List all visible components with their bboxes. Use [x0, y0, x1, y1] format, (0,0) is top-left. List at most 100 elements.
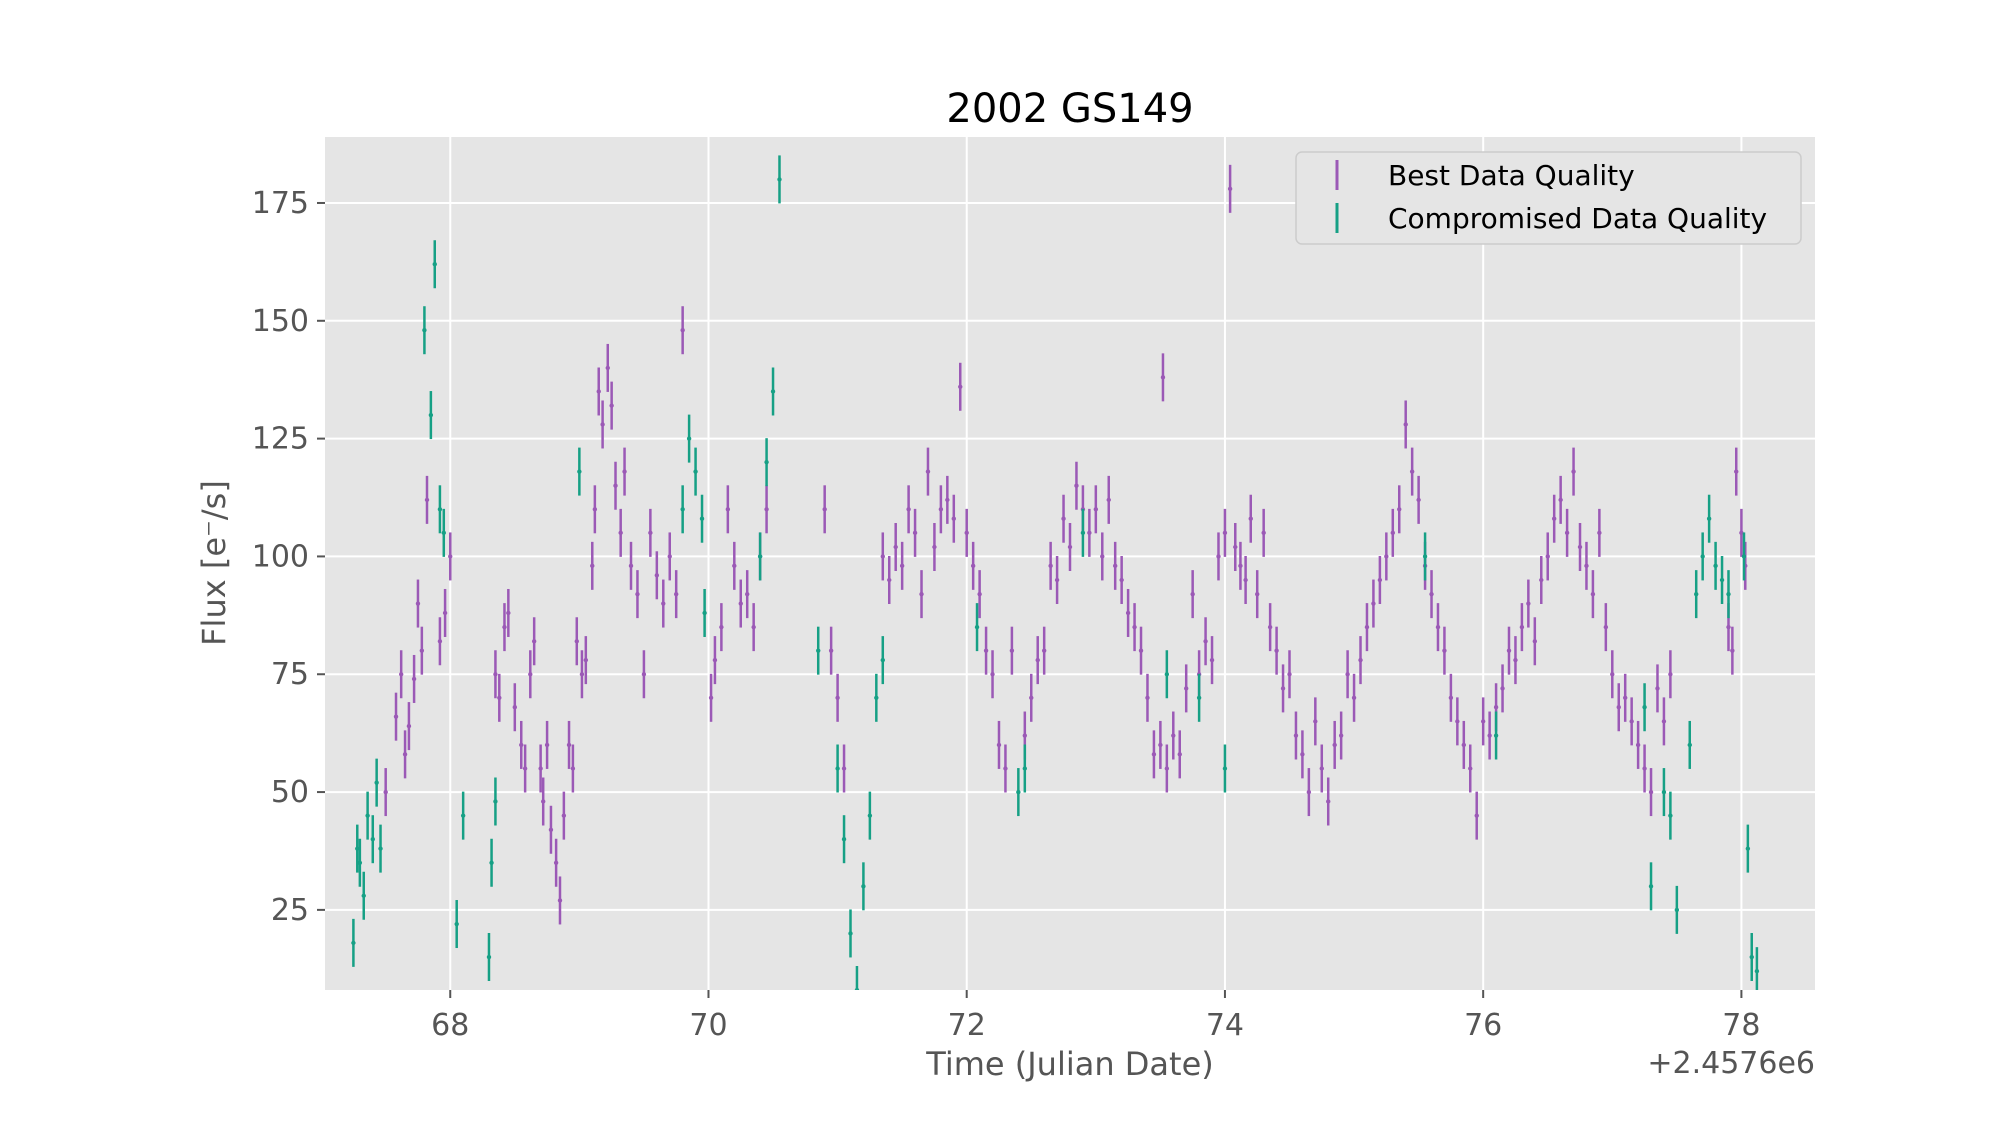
data-point: [1461, 742, 1467, 748]
data-point: [1648, 789, 1654, 795]
data-point: [751, 624, 756, 630]
data-point: [1603, 624, 1609, 630]
data-point: [486, 954, 492, 960]
data-point: [428, 412, 434, 418]
data-point: [1506, 648, 1512, 653]
data-point: [673, 591, 679, 597]
data-point: [841, 766, 847, 771]
data-point: [1190, 591, 1195, 597]
y-tick-label: 175: [252, 186, 309, 221]
data-point: [1734, 469, 1739, 474]
data-point: [1351, 695, 1357, 701]
data-point: [1222, 530, 1228, 536]
data-point: [406, 723, 412, 729]
data-point: [1668, 672, 1673, 677]
data-point: [1519, 624, 1525, 630]
data-point: [1233, 544, 1238, 550]
data-point: [1184, 686, 1189, 691]
data-point: [411, 676, 417, 682]
data-point: [361, 893, 366, 898]
data-point: [861, 884, 866, 889]
data-point: [1227, 186, 1233, 192]
data-point: [1280, 686, 1286, 691]
data-point: [835, 766, 840, 771]
data-point: [764, 459, 769, 465]
data-point: [402, 752, 408, 757]
data-point: [1138, 648, 1144, 653]
data-point: [574, 639, 579, 644]
data-point: [592, 507, 598, 512]
data-point: [1754, 968, 1760, 974]
data-point: [841, 836, 847, 842]
data-point: [919, 591, 924, 597]
data-point: [1158, 742, 1163, 748]
data-point: [680, 328, 685, 333]
data-point: [702, 610, 707, 616]
data-point: [1577, 544, 1583, 550]
data-point: [1287, 672, 1292, 677]
data-point: [1243, 577, 1248, 583]
series-0: [383, 164, 1748, 925]
data-point: [667, 554, 672, 559]
data-point: [1713, 563, 1718, 569]
data-point: [1730, 648, 1735, 653]
data-point: [393, 714, 399, 719]
data-point: [1145, 695, 1150, 701]
data-point: [1551, 516, 1557, 521]
data-point: [1455, 719, 1460, 724]
data-point: [641, 672, 647, 677]
y-tick-label: 75: [271, 657, 309, 692]
data-point: [557, 898, 563, 903]
data-point: [1164, 766, 1170, 771]
data-point: [1087, 530, 1092, 536]
data-point: [1532, 639, 1538, 644]
data-point: [1061, 516, 1066, 521]
data-point: [983, 648, 989, 653]
data-point: [996, 742, 1002, 748]
data-point: [398, 672, 404, 677]
data-point: [770, 389, 776, 394]
data-point: [899, 563, 905, 569]
data-point: [635, 591, 640, 597]
data-point: [1080, 530, 1086, 536]
data-point: [365, 813, 370, 818]
data-point: [378, 846, 383, 851]
data-point: [1332, 742, 1337, 748]
data-point: [541, 799, 546, 804]
data-point: [1739, 530, 1744, 536]
data-point: [1022, 766, 1028, 771]
data-point: [1448, 695, 1454, 701]
data-point: [1480, 719, 1486, 724]
data-point: [351, 940, 356, 946]
y-axis-ticks: 25 50 75 100 125 150 175: [252, 186, 325, 928]
data-point: [1726, 591, 1731, 597]
y-tick-label: 150: [252, 304, 309, 339]
data-point: [712, 657, 718, 663]
data-point: [1035, 657, 1040, 663]
x-tick-label: 74: [1206, 1008, 1244, 1043]
data-point: [1726, 624, 1731, 630]
data-point: [648, 530, 653, 536]
data-point: [422, 328, 427, 333]
data-point: [1164, 672, 1170, 677]
data-point: [1125, 610, 1131, 616]
data-point: [1622, 695, 1628, 701]
data-point: [622, 469, 627, 474]
data-point: [1545, 554, 1550, 559]
data-point: [854, 987, 860, 990]
data-point: [419, 648, 425, 653]
data-point: [1648, 884, 1654, 889]
data-point: [370, 836, 375, 842]
legend-label-compromised: Compromised Data Quality: [1388, 202, 1767, 235]
data-point: [561, 813, 567, 818]
data-point: [1741, 554, 1747, 559]
data-point: [1642, 766, 1647, 771]
data-point: [1041, 648, 1047, 653]
data-point: [566, 742, 572, 748]
data-point: [835, 695, 840, 701]
x-tick-label: 70: [689, 1008, 727, 1043]
data-point: [357, 860, 363, 865]
data-point: [497, 695, 502, 701]
data-point: [432, 262, 437, 267]
